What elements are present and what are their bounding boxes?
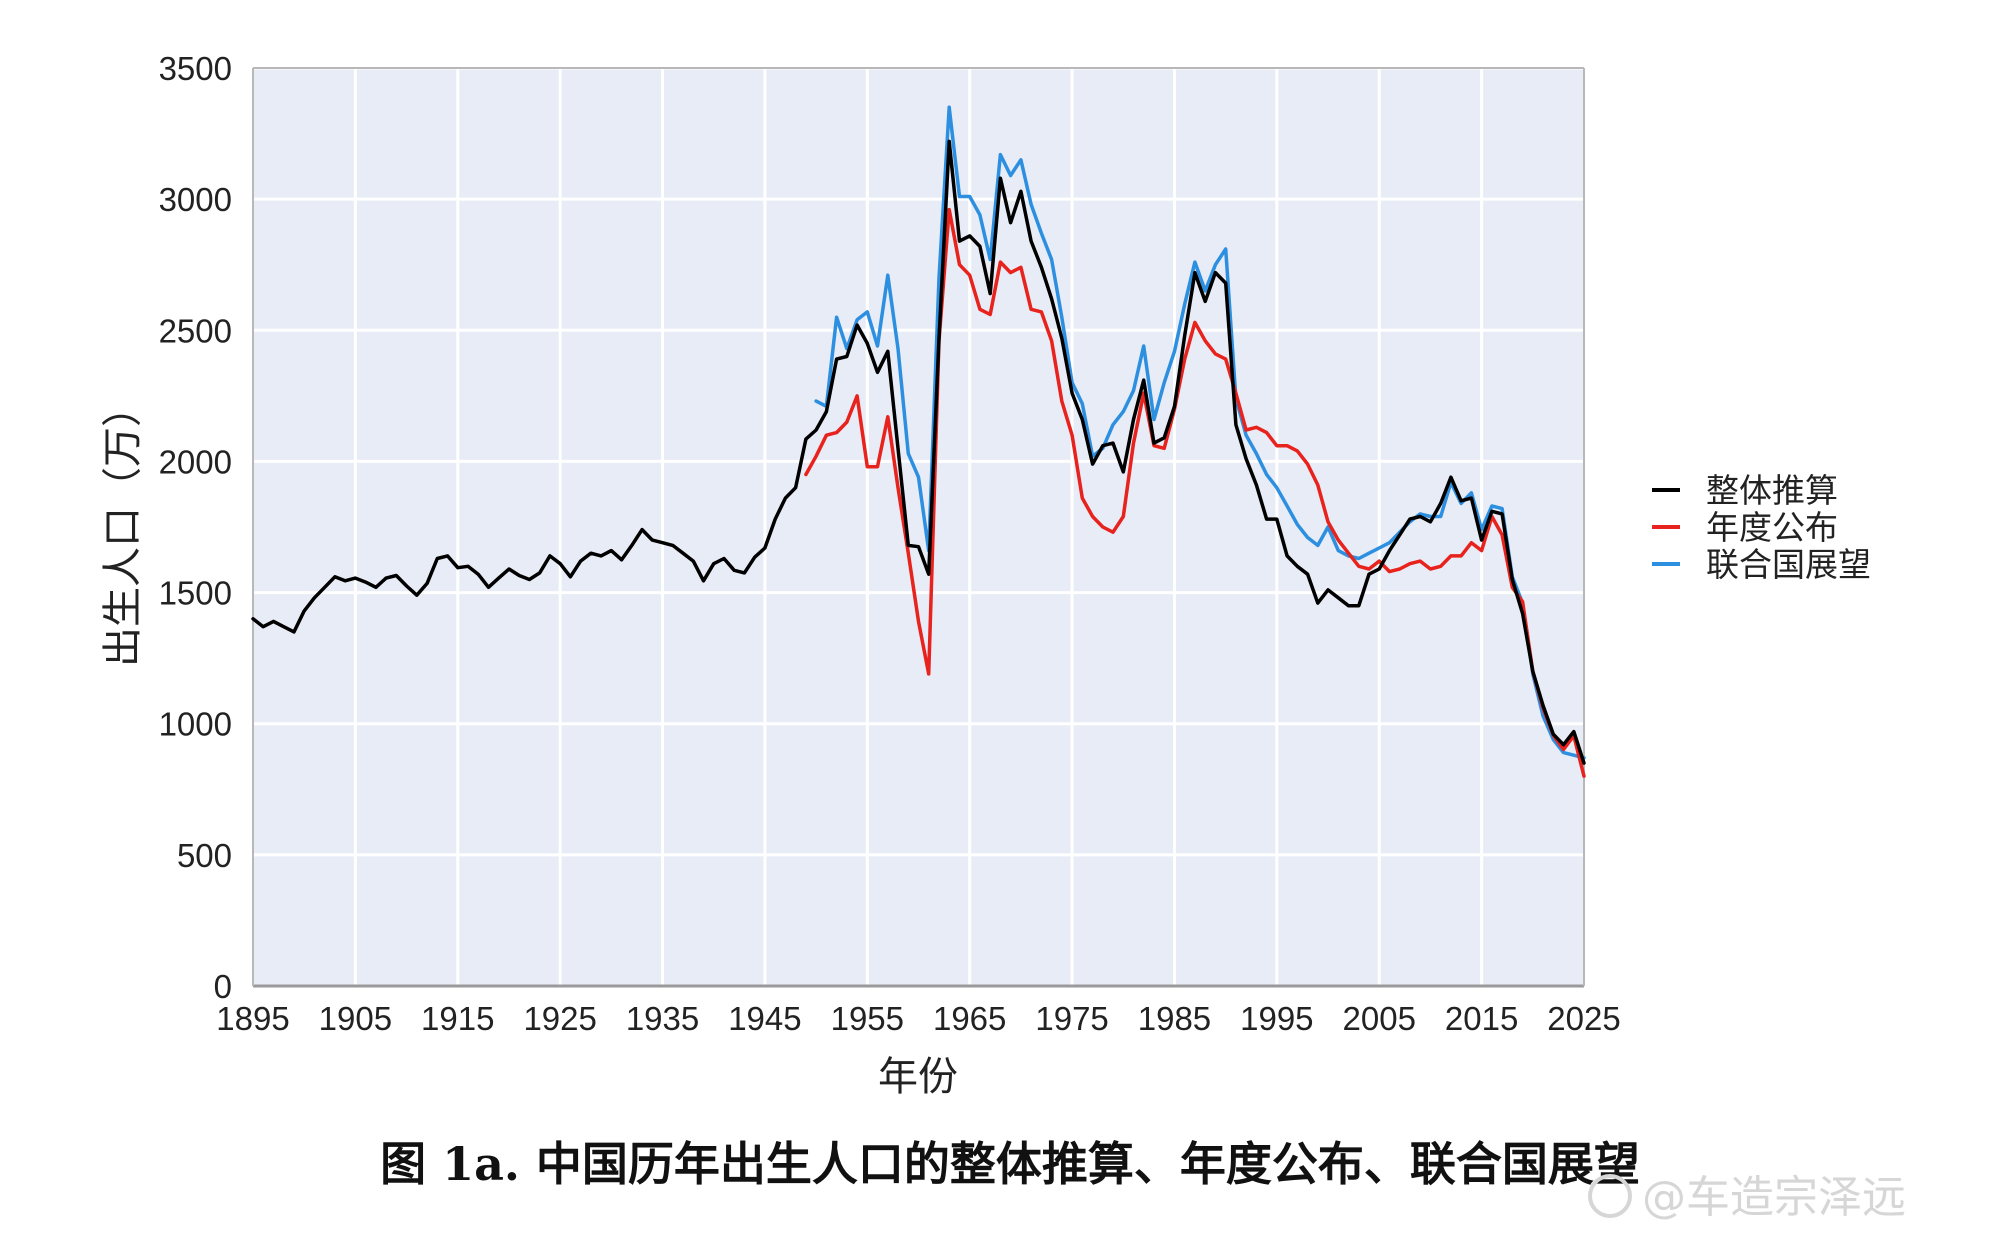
y-tick-label: 1000	[159, 706, 232, 743]
x-tick-label: 1915	[421, 1000, 494, 1037]
x-tick-label: 1905	[319, 1000, 392, 1037]
grid-lines	[253, 66, 1584, 986]
x-tick-label: 1975	[1035, 1000, 1108, 1037]
x-tick-label: 1955	[831, 1000, 904, 1037]
x-tick-label: 2025	[1547, 1000, 1620, 1037]
y-tick-label: 1500	[159, 575, 232, 612]
x-tick-label: 1945	[728, 1000, 801, 1037]
plot-background	[253, 68, 1584, 986]
x-tick-label: 1895	[216, 1000, 289, 1037]
x-tick-label: 1935	[626, 1000, 699, 1037]
x-tick-label: 1995	[1240, 1000, 1313, 1037]
series-lines	[251, 105, 1586, 778]
legend-label: 整体推算	[1706, 471, 1838, 510]
y-tick-label: 3000	[159, 181, 232, 218]
watermark: @车造宗泽远	[1588, 1172, 1906, 1223]
y-tick-label: 500	[177, 837, 232, 874]
y-tick-label: 2500	[159, 312, 232, 349]
x-tick-label: 2015	[1445, 1000, 1518, 1037]
weibo-logo-icon	[1588, 1174, 1632, 1218]
figure-caption: 图 1a. 中国历年出生人口的整体推算、年度公布、联合国展望	[380, 1137, 1640, 1191]
x-tick-labels: 1895 1905 1915 1925 1935 1945 1955 1965 1975 1985…	[216, 1000, 1620, 1037]
x-tick-label: 1965	[933, 1000, 1006, 1037]
x-tick-label: 1985	[1138, 1000, 1211, 1037]
y-tick-label: 0	[214, 968, 232, 1005]
x-tick-label: 2005	[1343, 1000, 1416, 1037]
y-axis-title: 出生人口（万）	[100, 387, 146, 667]
series-line-0	[251, 139, 1586, 765]
x-tick-label: 1925	[523, 1000, 596, 1037]
legend-label: 年度公布	[1706, 508, 1838, 547]
y-tick-labels: 0 500 1000 1500 2000 2500 3000 3500	[159, 50, 232, 1005]
y-tick-label: 2000	[159, 443, 232, 480]
y-tick-label: 3500	[159, 50, 232, 87]
watermark-text: @车造宗泽远	[1642, 1172, 1906, 1223]
legend-label: 联合国展望	[1706, 545, 1871, 584]
x-axis-title: 年份	[878, 1054, 958, 1100]
